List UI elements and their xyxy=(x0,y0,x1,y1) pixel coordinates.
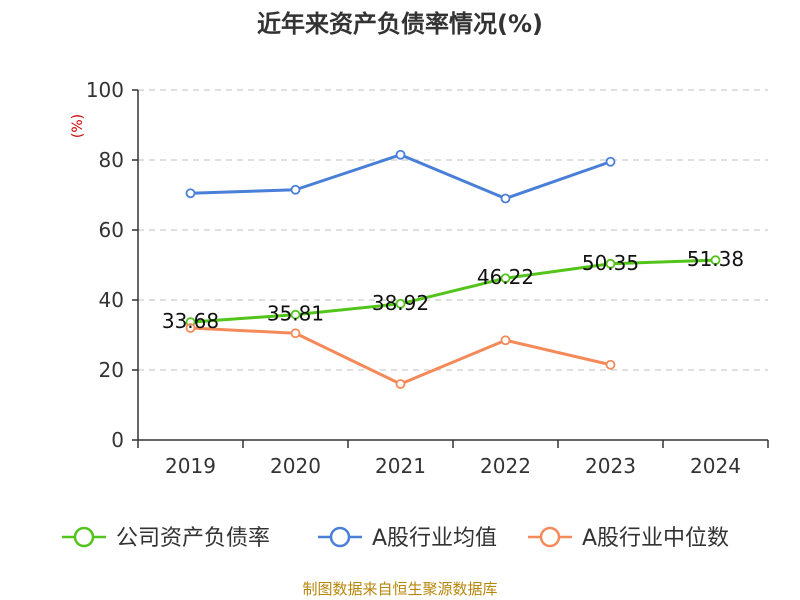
legend-item-2[interactable]: A股行业中位数 xyxy=(528,526,729,551)
data-label-2019: 33.68 xyxy=(162,309,219,333)
series-2-point-2019[interactable] xyxy=(185,323,196,333)
y-tick-label-40: 40 xyxy=(99,288,124,312)
legend-item-1[interactable]: A股行业均值 xyxy=(318,526,497,551)
data-source-note: 制图数据来自恒生聚源数据库 xyxy=(302,580,498,598)
series-lines xyxy=(185,149,721,389)
data-labels: 33.68 35.81 38.92 46.22 50.35 51.38 xyxy=(162,247,744,333)
series-2-point-2020[interactable] xyxy=(290,328,301,339)
y-tick-label-20: 20 xyxy=(99,358,124,382)
legend-marker-1 xyxy=(329,526,351,548)
y-tick-label-100: 100 xyxy=(86,78,124,102)
series-0-point-2024[interactable] xyxy=(710,255,721,266)
chart-title: 近年来资产负债率情况(%) xyxy=(257,10,543,38)
data-label-2023: 50.35 xyxy=(582,251,639,275)
series-1-point-2019[interactable] xyxy=(185,188,196,199)
data-label-2024: 51.38 xyxy=(687,247,744,271)
series-line-2 xyxy=(190,326,611,386)
x-tick-label-2022: 2022 xyxy=(480,454,531,478)
x-tick-label-2020: 2020 xyxy=(270,454,321,478)
y-axis-unit-label: (%) xyxy=(70,114,86,138)
series-line-0 xyxy=(190,258,716,324)
legend-marker-0 xyxy=(73,526,95,548)
legend[interactable]: 公司资产负债率 A股行业均值 A股行业中位数 xyxy=(62,526,729,551)
grid-lines xyxy=(138,89,768,371)
legend-label-1: A股行业均值 xyxy=(372,526,497,551)
axes: 0 20 40 60 80 100(%) 2019 2020 2021 2022 2023 2024 xyxy=(70,78,769,478)
series-2-point-2023[interactable] xyxy=(605,359,616,370)
x-tick-label-2019: 2019 xyxy=(165,454,216,478)
legend-marker-2 xyxy=(539,526,561,548)
data-label-2020: 35.81 xyxy=(267,302,324,326)
series-2-point-2021[interactable] xyxy=(395,379,406,389)
series-0-point-2023[interactable] xyxy=(605,258,616,269)
series-1-point-2023[interactable] xyxy=(605,156,616,167)
y-tick-label-80: 80 xyxy=(99,148,124,172)
series-1-point-2020[interactable] xyxy=(290,184,301,195)
x-tick-label-2021: 2021 xyxy=(375,454,426,478)
data-label-2022: 46.22 xyxy=(477,265,534,289)
data-label-2021: 38.92 xyxy=(372,291,429,315)
series-1-point-2021[interactable] xyxy=(395,149,406,160)
x-tick-label-2024: 2024 xyxy=(690,454,741,478)
series-0-point-2022[interactable] xyxy=(500,273,511,284)
series-0-point-2021[interactable] xyxy=(395,298,406,309)
legend-label-2: A股行业中位数 xyxy=(582,526,729,551)
series-2-point-2022[interactable] xyxy=(500,335,511,346)
series-line-1 xyxy=(190,153,611,200)
series-1-point-2022[interactable] xyxy=(500,193,511,204)
series-0-point-2020[interactable] xyxy=(290,309,301,320)
y-tick-label-0: 0 xyxy=(111,428,124,452)
x-tick-label-2023: 2023 xyxy=(585,454,636,478)
legend-item-0[interactable]: 公司资产负债率 xyxy=(62,526,270,551)
legend-label-0: 公司资产负债率 xyxy=(116,526,270,551)
y-tick-label-60: 60 xyxy=(99,218,124,242)
